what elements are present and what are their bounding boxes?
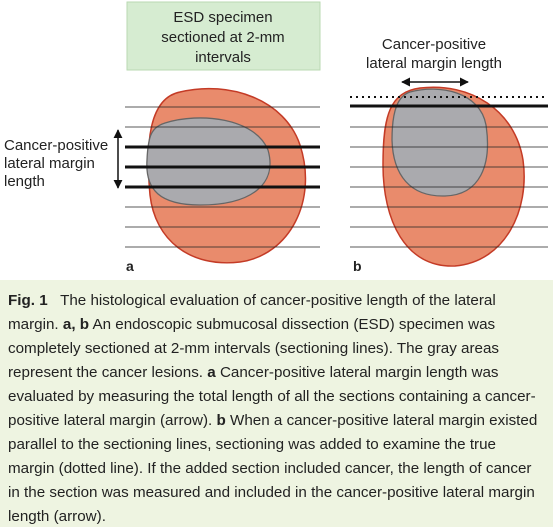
panel-label: b: [353, 258, 362, 274]
annotation: lateral margin: [4, 155, 95, 172]
header-box: [126, 1, 321, 71]
panel-label: a: [126, 258, 134, 274]
header-line: intervals: [195, 49, 251, 66]
annotation: Cancer-positive: [382, 36, 486, 53]
caption: Fig. 1 The histological evaluation of ca…: [0, 280, 553, 527]
caption-text: a: [207, 364, 216, 381]
caption-text: When a cancer-positive lateral margin ex…: [8, 412, 538, 525]
caption-text: b: [216, 412, 226, 429]
figure: ESD specimen sectioned at 2-mm intervals…: [4, 1, 548, 274]
annotation: lateral margin length: [366, 55, 502, 72]
caption-text: The histological evaluation of cancer-po…: [8, 292, 496, 333]
caption-text: An endoscopic submucosal dissection (ESD…: [8, 316, 499, 381]
header-line: ESD specimen: [173, 9, 272, 26]
header-line: sectioned at 2-mm: [161, 29, 284, 46]
annotation: Cancer-positive: [4, 137, 108, 154]
caption-text: a, b: [62, 316, 90, 333]
caption-label: Fig. 1: [8, 292, 48, 309]
caption-text: Cancer-positive lateral margin length wa…: [8, 364, 536, 429]
panel-a: Cancer-positive lateral margin length a: [4, 87, 320, 274]
annotation: length: [4, 173, 45, 190]
panel-b: Cancer-positive lateral margin length b: [350, 36, 548, 274]
